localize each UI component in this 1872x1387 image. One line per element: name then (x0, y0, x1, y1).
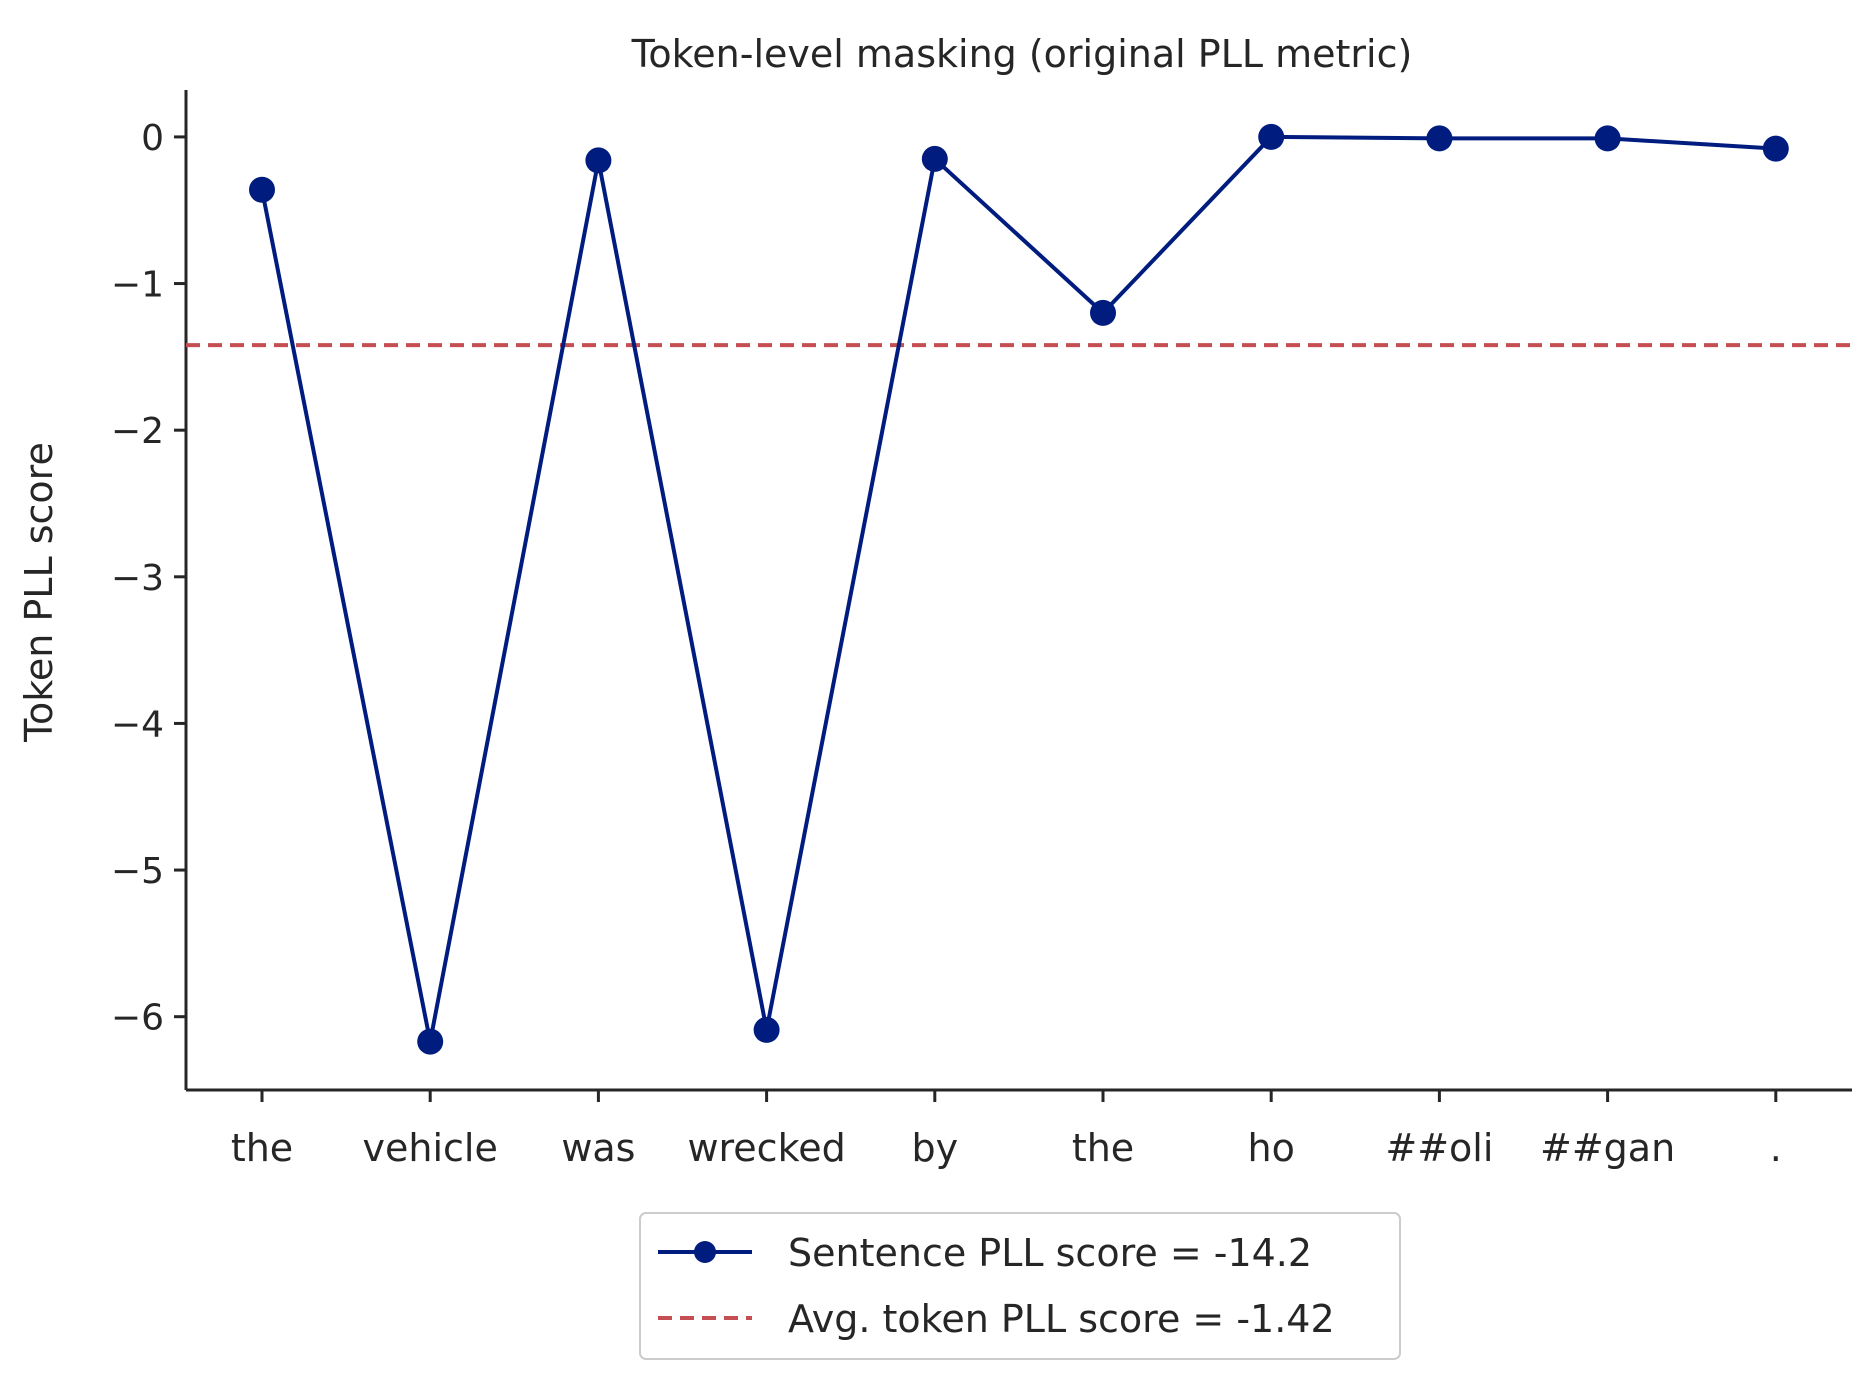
x-tick-label: ##gan (1540, 1126, 1675, 1170)
legend-label-series: Sentence PLL score = -14.2 (788, 1231, 1312, 1275)
plot-area: 0 −1 −2 −3 −4 −5 −6 the vehicle was wrecked by the ho… (111, 90, 1852, 1170)
data-point (1594, 125, 1621, 152)
data-point (249, 176, 275, 203)
legend-marker-swatch (694, 1241, 716, 1263)
y-tick-label: −1 (111, 265, 164, 306)
data-point (1762, 135, 1789, 162)
y-tick-label: −6 (111, 998, 164, 1039)
legend-frame (639, 1212, 1401, 1360)
y-tick-label: −4 (111, 704, 164, 745)
data-point (1258, 123, 1285, 150)
x-tick-label: by (911, 1126, 958, 1170)
x-tick-label: the (231, 1126, 293, 1170)
data-point (1426, 125, 1453, 152)
x-tick-label: . (1770, 1126, 1782, 1170)
data-point (753, 1016, 780, 1043)
y-tick-label: −3 (111, 558, 164, 599)
x-tick-label: ho (1248, 1126, 1295, 1170)
chart-title: Token-level masking (original PLL metric… (631, 32, 1413, 76)
data-point (1090, 299, 1116, 326)
legend: Sentence PLL score = -14.2 Avg. token PL… (639, 1212, 1401, 1360)
x-tick-label: wrecked (687, 1126, 845, 1170)
y-axis-label: Token PLL score (17, 442, 61, 743)
y-tick-label: 0 (141, 118, 164, 159)
x-tick-label: vehicle (363, 1126, 498, 1170)
x-tick-label: the (1072, 1126, 1134, 1170)
x-tick-label: ##oli (1385, 1126, 1493, 1170)
data-point (417, 1028, 444, 1055)
y-tick-label: −2 (111, 411, 164, 452)
data-point (585, 147, 612, 174)
data-point (921, 145, 948, 172)
x-tick-label: was (561, 1126, 635, 1170)
series-line (260, 134, 1776, 1044)
y-tick-label: −5 (111, 851, 164, 892)
legend-label-average: Avg. token PLL score = -1.42 (788, 1297, 1335, 1341)
